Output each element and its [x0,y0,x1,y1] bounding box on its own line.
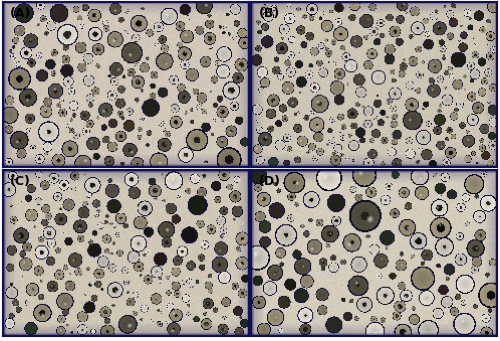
Text: (B): (B) [258,7,280,20]
Text: (C): (C) [10,175,31,188]
Text: (A): (A) [10,7,32,20]
Text: (D): (D) [258,175,280,188]
